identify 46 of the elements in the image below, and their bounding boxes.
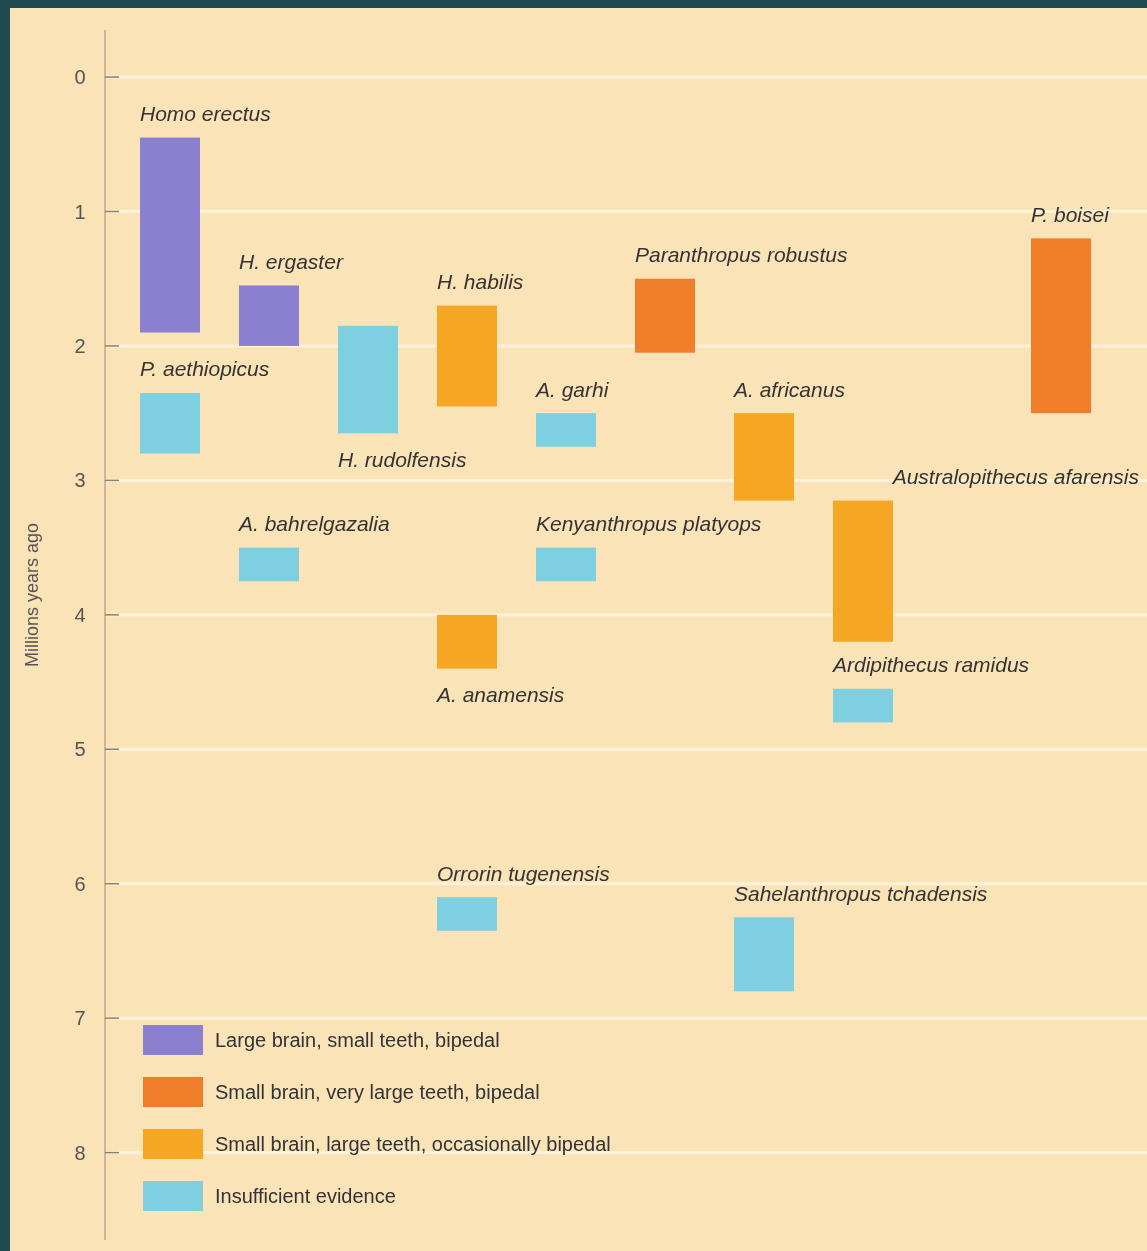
bar: [536, 413, 596, 447]
y-tick-label: 2: [74, 334, 86, 357]
bar: [437, 614, 497, 669]
legend-label: Small brain, large teeth, occasionally bipedal: [215, 1133, 611, 1155]
annotation: H. ergaster: [239, 249, 344, 273]
bar: [437, 305, 497, 407]
bar: [140, 393, 200, 454]
bar: [239, 285, 299, 346]
bar: [338, 325, 398, 434]
y-tick-label: 0: [74, 66, 86, 89]
bar: [437, 897, 497, 931]
annotation: A. anamensis: [435, 682, 565, 706]
bar: [734, 413, 794, 501]
bar: [833, 688, 893, 723]
annotation: Kenyanthropus platyops: [536, 511, 762, 535]
bar: [833, 500, 893, 642]
annotation: Paranthropus robustus: [635, 243, 848, 267]
legend-label: Large brain, small teeth, bipedal: [215, 1029, 500, 1051]
bar: [1031, 238, 1091, 414]
y-axis-title: Millions years ago: [22, 522, 42, 668]
annotation: H. rudolfensis: [338, 447, 467, 471]
annotation: A. garhi: [534, 377, 610, 401]
annotation: P. aethiopicus: [140, 357, 270, 381]
y-tick-label: 7: [74, 1007, 86, 1030]
legend-label: Small brain, very large teeth, bipedal: [215, 1081, 540, 1103]
annotation: Homo erectus: [140, 101, 272, 125]
y-tick-label: 8: [74, 1141, 86, 1164]
annotation: Sahelanthropus tchadensis: [734, 881, 988, 905]
bar: [635, 278, 695, 353]
bar: [140, 137, 200, 333]
annotation: A. africanus: [732, 377, 846, 401]
y-tick-label: 5: [74, 738, 86, 761]
annotation: Orrorin tugenensis: [437, 861, 611, 885]
y-tick-label: 1: [74, 200, 86, 223]
bar: [734, 917, 794, 992]
y-tick-label: 6: [74, 872, 86, 895]
bar: [536, 547, 596, 582]
annotation: A. bahrelgazalia: [237, 511, 390, 535]
annotation: Australopithecus afarensis: [890, 464, 1140, 488]
legend-label: Insufficient evidence: [215, 1185, 396, 1207]
annotation: H. habilis: [437, 269, 524, 293]
y-tick-label: 3: [74, 469, 86, 492]
y-tick-label: 4: [74, 603, 86, 626]
annotation: P. boisei: [1031, 202, 1111, 226]
annotation: Ardipithecus ramidus: [831, 653, 1030, 677]
bar: [239, 547, 299, 582]
